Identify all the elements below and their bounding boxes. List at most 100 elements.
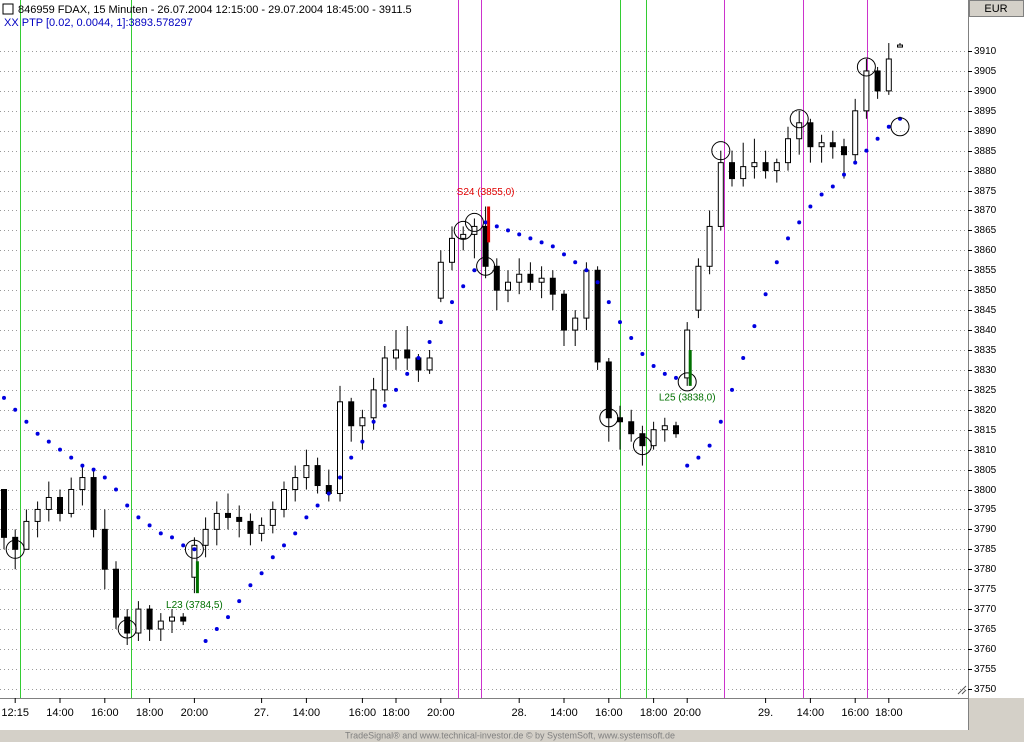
x-tick-label: 18:00 <box>875 707 903 719</box>
y-tick-label: 3815 <box>974 425 997 436</box>
y-tick-label: 3770 <box>974 604 997 615</box>
ptp-dot <box>819 192 824 197</box>
ptp-dot <box>394 387 398 392</box>
candle-body <box>236 516 243 522</box>
candle-body <box>337 401 343 495</box>
candle-body <box>717 162 724 227</box>
candle-body <box>359 417 366 427</box>
x-axis-area <box>0 699 968 730</box>
footer: TradeSignal® and www.technical-investor.… <box>345 730 675 740</box>
ptp-dot <box>595 280 600 285</box>
y-tick-label: 3805 <box>974 465 997 476</box>
y-tick-label: 3835 <box>974 345 997 356</box>
x-tick-label: 16:00 <box>595 707 623 719</box>
pattern-circle <box>711 141 731 161</box>
ptp-dot <box>226 615 230 620</box>
candle-body <box>180 616 187 622</box>
x-tick-label: 20:00 <box>427 707 455 719</box>
candle-body <box>807 122 814 148</box>
candle-body <box>34 508 41 522</box>
pattern-circle <box>789 109 809 129</box>
ptp-dot <box>427 340 432 345</box>
pattern-circle <box>476 256 496 276</box>
candle-body <box>404 349 411 359</box>
candle-body <box>897 44 903 48</box>
ptp-dot <box>506 228 510 233</box>
signal-label: L25 (3838,0) <box>659 393 716 404</box>
y-tick-label: 3895 <box>974 106 997 117</box>
ptp-dot <box>203 638 208 643</box>
pattern-circle <box>599 408 619 428</box>
candle-body <box>628 421 635 435</box>
candle-body <box>370 389 377 419</box>
ptp-dot <box>282 543 286 548</box>
candle-body <box>23 520 30 550</box>
candle-body <box>594 269 601 363</box>
ptp-dot <box>248 583 253 588</box>
header-icon <box>2 3 14 15</box>
y-tick-label: 3780 <box>974 564 997 575</box>
candle-body <box>885 58 892 92</box>
candle-body <box>381 357 388 391</box>
y-tick-label: 3795 <box>974 504 997 515</box>
candle-body <box>773 162 780 172</box>
ptp-dot <box>58 447 62 452</box>
ptp-dot <box>114 487 118 492</box>
ptp-dot <box>270 555 275 560</box>
pattern-circle <box>453 220 473 240</box>
y-tick-label: 3775 <box>974 584 997 595</box>
candle-body <box>706 225 713 267</box>
candle-body <box>247 520 254 534</box>
candle-body <box>785 138 791 164</box>
ptp-dot <box>80 463 85 468</box>
y-tick-label: 3885 <box>974 146 997 157</box>
plot-area <box>0 0 968 698</box>
ptp-dot <box>450 300 454 305</box>
y-tick-label: 3870 <box>974 205 997 216</box>
ptp-dot <box>696 455 701 460</box>
candle-body <box>157 620 164 630</box>
chart-title: 846959 FDAX, 15 Minuten - 26.07.2004 12:… <box>18 4 412 16</box>
x-tick-label: 16:00 <box>349 707 377 719</box>
candle-body <box>68 489 75 514</box>
ptp-dot <box>125 503 130 508</box>
ptp-dot <box>875 136 880 141</box>
candle-body <box>113 568 119 618</box>
ptp-dot <box>786 236 790 241</box>
ptp-dot <box>853 160 858 165</box>
candle-body <box>57 496 63 514</box>
ptp-dot <box>102 475 107 480</box>
candle-body <box>225 512 231 518</box>
pattern-circle <box>677 372 697 392</box>
ptp-dot <box>438 320 443 325</box>
y-tick-label: 3825 <box>974 385 997 396</box>
candle-body <box>213 512 220 530</box>
ptp-dot <box>405 371 410 376</box>
currency: EUR <box>984 3 1007 15</box>
ptp-dot <box>170 535 174 540</box>
ptp-dot <box>69 455 74 460</box>
y-tick-label: 3865 <box>974 225 997 236</box>
ptp-dot <box>718 419 723 424</box>
ptp-dot <box>640 351 645 356</box>
session-lines <box>20 0 868 698</box>
candle-body <box>639 433 646 447</box>
y-tick-label: 3875 <box>974 186 997 197</box>
candle-body <box>605 361 612 419</box>
ptp-dot <box>315 503 320 508</box>
ptp-dot <box>181 543 186 548</box>
candle-body <box>818 142 825 148</box>
candle-body <box>583 269 590 319</box>
ptp-dot <box>685 463 690 468</box>
ptp-dot <box>237 599 242 604</box>
ptp-dot <box>618 320 622 325</box>
ptp-dot <box>2 395 6 400</box>
candle-body <box>348 401 355 427</box>
y-tick-label: 3860 <box>974 245 997 256</box>
ptp-dot <box>539 240 544 245</box>
x-tick-label: 18:00 <box>136 707 164 719</box>
candle-body <box>426 357 433 371</box>
ptp-dot <box>35 431 40 436</box>
ptp-dot <box>46 439 51 444</box>
